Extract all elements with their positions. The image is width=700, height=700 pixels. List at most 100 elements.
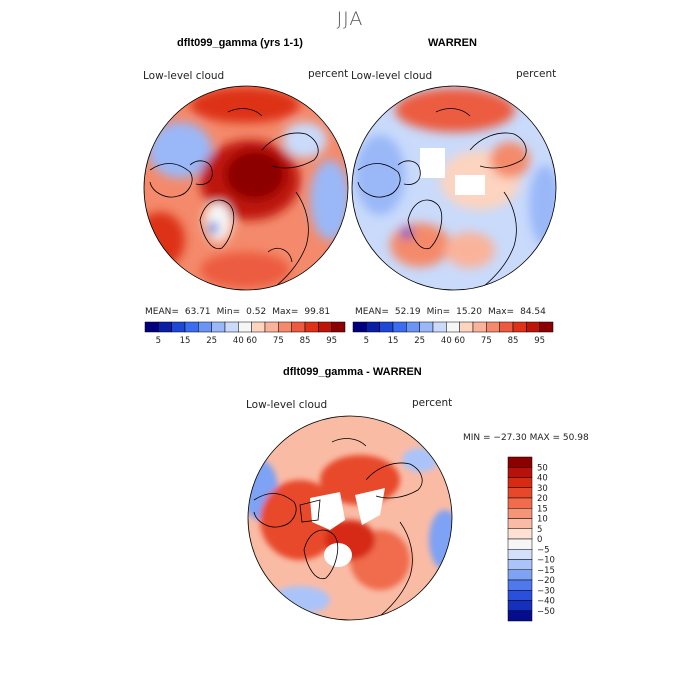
panel3-colorbar-swatch <box>507 600 533 611</box>
map2-border <box>351 85 557 291</box>
map3-missing-area <box>355 488 385 525</box>
panel1-colorbar-tick-label: 85 <box>300 336 311 346</box>
map1-greenland-min-patch <box>208 222 218 234</box>
panel1-colorbar-tick-label: 95 <box>326 336 337 346</box>
panel1-title: dflt099_gamma (yrs 1-1) <box>177 37 303 49</box>
panel1-colorbar-swatch <box>331 321 346 333</box>
panel3-colorbar-swatch <box>507 579 533 591</box>
panel1-colorbar-swatch <box>171 321 186 333</box>
panel2-colorbar-swatch <box>512 321 527 333</box>
panel1-stats: MEAN= 63.71 Min= 0.52 Max= 99.81 <box>145 307 336 317</box>
panel2-colorbar-swatch <box>499 321 514 333</box>
map2-mid-cloud-patch <box>390 223 450 267</box>
panel2-colorbar-swatch <box>419 321 434 333</box>
panel3-colorbar-swatch <box>507 456 533 468</box>
map1-max-cloud-core <box>225 150 285 200</box>
map3-missing-area <box>324 543 352 567</box>
panel2-mean-label: MEAN= <box>355 307 389 317</box>
panel3-title: dflt099_gamma - WARREN <box>283 366 422 378</box>
panel1-mean-label: MEAN= <box>145 307 179 317</box>
panel3-colorbar-tick-label: 20 <box>537 494 548 504</box>
panel1-colorbar-swatch <box>251 321 266 333</box>
panel2-variable-label: Low-level cloud <box>351 70 433 82</box>
panel3-colorbar-tick-label: 40 <box>537 474 548 484</box>
panel2-colorbar-swatch <box>446 321 460 333</box>
panel3-colorbar-tick-label: 30 <box>537 484 548 494</box>
panel2-colorbar-swatch <box>526 321 540 333</box>
panel1-colorbar-tick-label: 5 <box>156 336 161 346</box>
panel2-max-label: Max= <box>487 307 515 317</box>
panel2-colorbar-swatch <box>459 321 474 333</box>
panel2-colorbar: 5 15 25 40 60 75 85 95 <box>352 321 554 346</box>
map3 <box>247 415 453 621</box>
panel2-units-label: percent <box>516 68 557 80</box>
panel3-colorbar-tick-label: 15 <box>537 504 548 514</box>
map2-low-cloud-patch <box>355 135 405 215</box>
map1-high-cloud-patch <box>144 212 185 268</box>
panel2-colorbar-tick-label: 95 <box>534 336 545 346</box>
panel3-colorbar-swatch <box>507 467 533 478</box>
panel3-colorbar-tick-label: −5 <box>537 545 550 555</box>
panel3-colorbar-tick-label: 0 <box>537 535 542 545</box>
panel2-colorbar-swatch <box>352 321 367 333</box>
panel1-colorbar-swatch <box>198 321 212 333</box>
panel2-colorbar-swatch <box>539 321 554 333</box>
panel3-colorbar-tick-label: −30 <box>537 586 555 596</box>
panel3-colorbar-tick-label: −50 <box>537 607 555 617</box>
panel2-stats: MEAN= 52.19 Min= 15.20 Max= 84.54 <box>355 307 552 317</box>
panel1-colorbar-tick-label: 60 <box>246 336 257 346</box>
panel1-colorbar-swatch <box>211 321 226 333</box>
map2-high-cloud-patch <box>395 88 515 132</box>
panel2-colorbar-tick-label: 60 <box>454 336 465 346</box>
panel1-units-label: percent <box>308 68 349 80</box>
panel1-variable-label: Low-level cloud <box>143 70 225 82</box>
map1-high-cloud-patch <box>200 252 290 288</box>
map2 <box>351 85 557 291</box>
map1-coastlines <box>149 108 319 289</box>
panel3-colorbar-tick-label: 5 <box>537 525 542 535</box>
panel1-mean-value: 63.71 <box>184 307 211 317</box>
panel1-min-label: Min= <box>216 307 241 317</box>
map3-negative-patch <box>402 448 438 472</box>
panel2-colorbar-swatch <box>432 321 447 333</box>
map1-low-cloud-patch <box>310 160 348 240</box>
panel1-colorbar-swatch <box>318 321 332 333</box>
map2-missing-area <box>420 148 445 178</box>
panel1-max-value: 99.81 <box>304 307 331 317</box>
panel1-colorbar-tick-label: 25 <box>206 336 217 346</box>
panel2-max-value: 84.54 <box>520 307 546 317</box>
panel1-colorbar-swatch <box>291 321 306 333</box>
panel2-colorbar-tick-label: 75 <box>481 336 492 346</box>
map1-greenland-patch <box>204 202 232 242</box>
panel1-colorbar-swatch <box>238 321 252 333</box>
panel2-colorbar-tick-label: 85 <box>508 336 519 346</box>
map1 <box>143 85 349 291</box>
map3-missing-area <box>310 492 345 530</box>
panel3-colorbar-tick-label: −10 <box>537 556 555 566</box>
panel2-colorbar-swatch <box>379 321 394 333</box>
panel2-title: WARREN <box>428 37 477 49</box>
map2-mid-cloud-patch <box>490 142 530 178</box>
panel1-colorbar-swatch <box>224 321 239 333</box>
panel1-colorbar-tick-label: 75 <box>273 336 284 346</box>
panel1-colorbar-tick-label: 40 <box>233 336 244 346</box>
panel3-colorbar-swatch <box>507 508 533 519</box>
panel3-colorbar-swatch <box>507 538 533 550</box>
panel3-colorbar-tick-label: −15 <box>537 566 555 576</box>
map1-low-cloud-patch <box>283 122 327 158</box>
map3-negative-patch <box>270 586 330 614</box>
panel2-colorbar-tick-label: 5 <box>364 336 369 346</box>
panel2-colorbar-tick-label: 40 <box>441 336 452 346</box>
panel3-colorbar-swatch <box>507 497 533 509</box>
map2-greenland-min-patch <box>402 227 412 239</box>
panel3-colorbar-tick-label: 50 <box>537 463 548 473</box>
panel3-colorbar-tick-label: −20 <box>537 576 555 586</box>
panel2-min-value: 15.20 <box>456 307 482 317</box>
map1-border <box>143 85 349 291</box>
panel2-colorbar-swatch <box>366 321 380 333</box>
panel3-colorbar-swatch <box>507 487 533 499</box>
panel3-colorbar-swatch <box>507 528 533 540</box>
panel3-colorbar-swatch <box>507 477 533 488</box>
panel1-colorbar-swatch <box>304 321 319 333</box>
